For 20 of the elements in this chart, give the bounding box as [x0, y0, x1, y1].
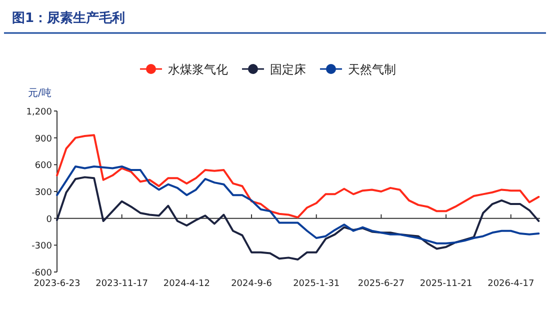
y-tick-label: 1,200 [26, 108, 52, 118]
x-tick-label: 2025-1-31 [293, 279, 340, 289]
y-tick-label: -600 [32, 268, 52, 278]
x-tick-label: 2023-11-17 [96, 279, 148, 289]
legend-label: 固定床 [270, 62, 306, 76]
x-tick-label: 2024-4-12 [163, 279, 210, 289]
y-tick-label: 900 [34, 134, 52, 144]
legend-label: 天然气制 [348, 62, 396, 76]
y-tick-label: -300 [32, 242, 52, 252]
y-tick-label: 600 [34, 161, 52, 172]
x-tick-label: 2024-9-6 [231, 279, 272, 289]
y-axis-title: 元/吨 [28, 87, 52, 99]
chart-title: 图1：尿素生产毛利 [12, 10, 126, 26]
x-tick-label: 2025-11-21 [420, 279, 472, 289]
y-tick-label: 300 [34, 188, 52, 198]
y-tick-label: 0 [46, 214, 52, 225]
x-tick-label: 2026-4-17 [488, 279, 534, 289]
x-tick-label: 2025-6-27 [358, 279, 404, 289]
x-tick-label: 2023-6-23 [34, 279, 80, 289]
legend-label: 水煤浆气化 [168, 62, 228, 76]
